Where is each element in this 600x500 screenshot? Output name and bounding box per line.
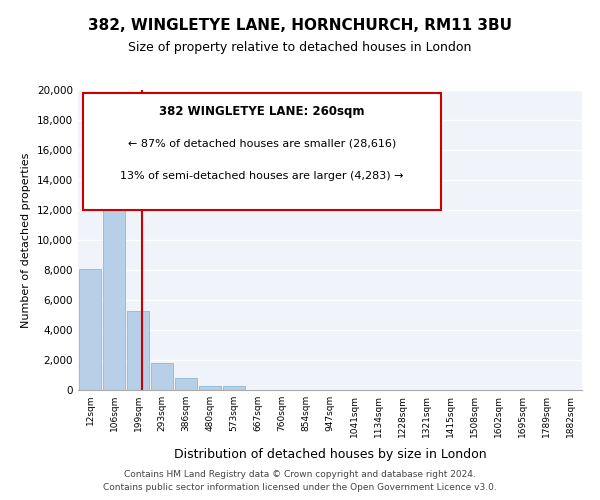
Text: ← 87% of detached houses are smaller (28,616): ← 87% of detached houses are smaller (28…	[128, 138, 396, 148]
Bar	[103, 141, 125, 390]
Bar	[223, 386, 245, 390]
Text: 382, WINGLETYE LANE, HORNCHURCH, RM11 3BU: 382, WINGLETYE LANE, HORNCHURCH, RM11 3B…	[88, 18, 512, 32]
Text: Contains public sector information licensed under the Open Government Licence v3: Contains public sector information licen…	[103, 483, 497, 492]
Text: 13% of semi-detached houses are larger (4,283) →: 13% of semi-detached houses are larger (…	[120, 171, 404, 181]
Text: Size of property relative to detached houses in London: Size of property relative to detached ho…	[128, 41, 472, 54]
Bar	[151, 363, 173, 390]
Text: Contains HM Land Registry data © Crown copyright and database right 2024.: Contains HM Land Registry data © Crown c…	[124, 470, 476, 479]
Y-axis label: Number of detached properties: Number of detached properties	[22, 152, 31, 328]
Text: 382 WINGLETYE LANE: 260sqm: 382 WINGLETYE LANE: 260sqm	[159, 105, 365, 118]
FancyBboxPatch shape	[83, 93, 441, 210]
Bar	[199, 386, 221, 390]
X-axis label: Distribution of detached houses by size in London: Distribution of detached houses by size …	[173, 448, 487, 461]
Bar	[79, 268, 101, 390]
Bar	[127, 310, 149, 390]
Bar	[175, 378, 197, 390]
